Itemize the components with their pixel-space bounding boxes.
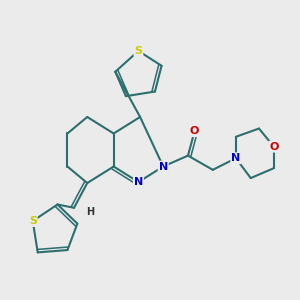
Text: N: N [134, 177, 143, 187]
Text: N: N [231, 153, 241, 163]
Text: S: S [134, 46, 142, 56]
Text: O: O [269, 142, 278, 152]
Text: O: O [190, 126, 199, 136]
Text: S: S [29, 216, 37, 226]
Text: H: H [86, 207, 94, 217]
Text: N: N [159, 161, 168, 172]
